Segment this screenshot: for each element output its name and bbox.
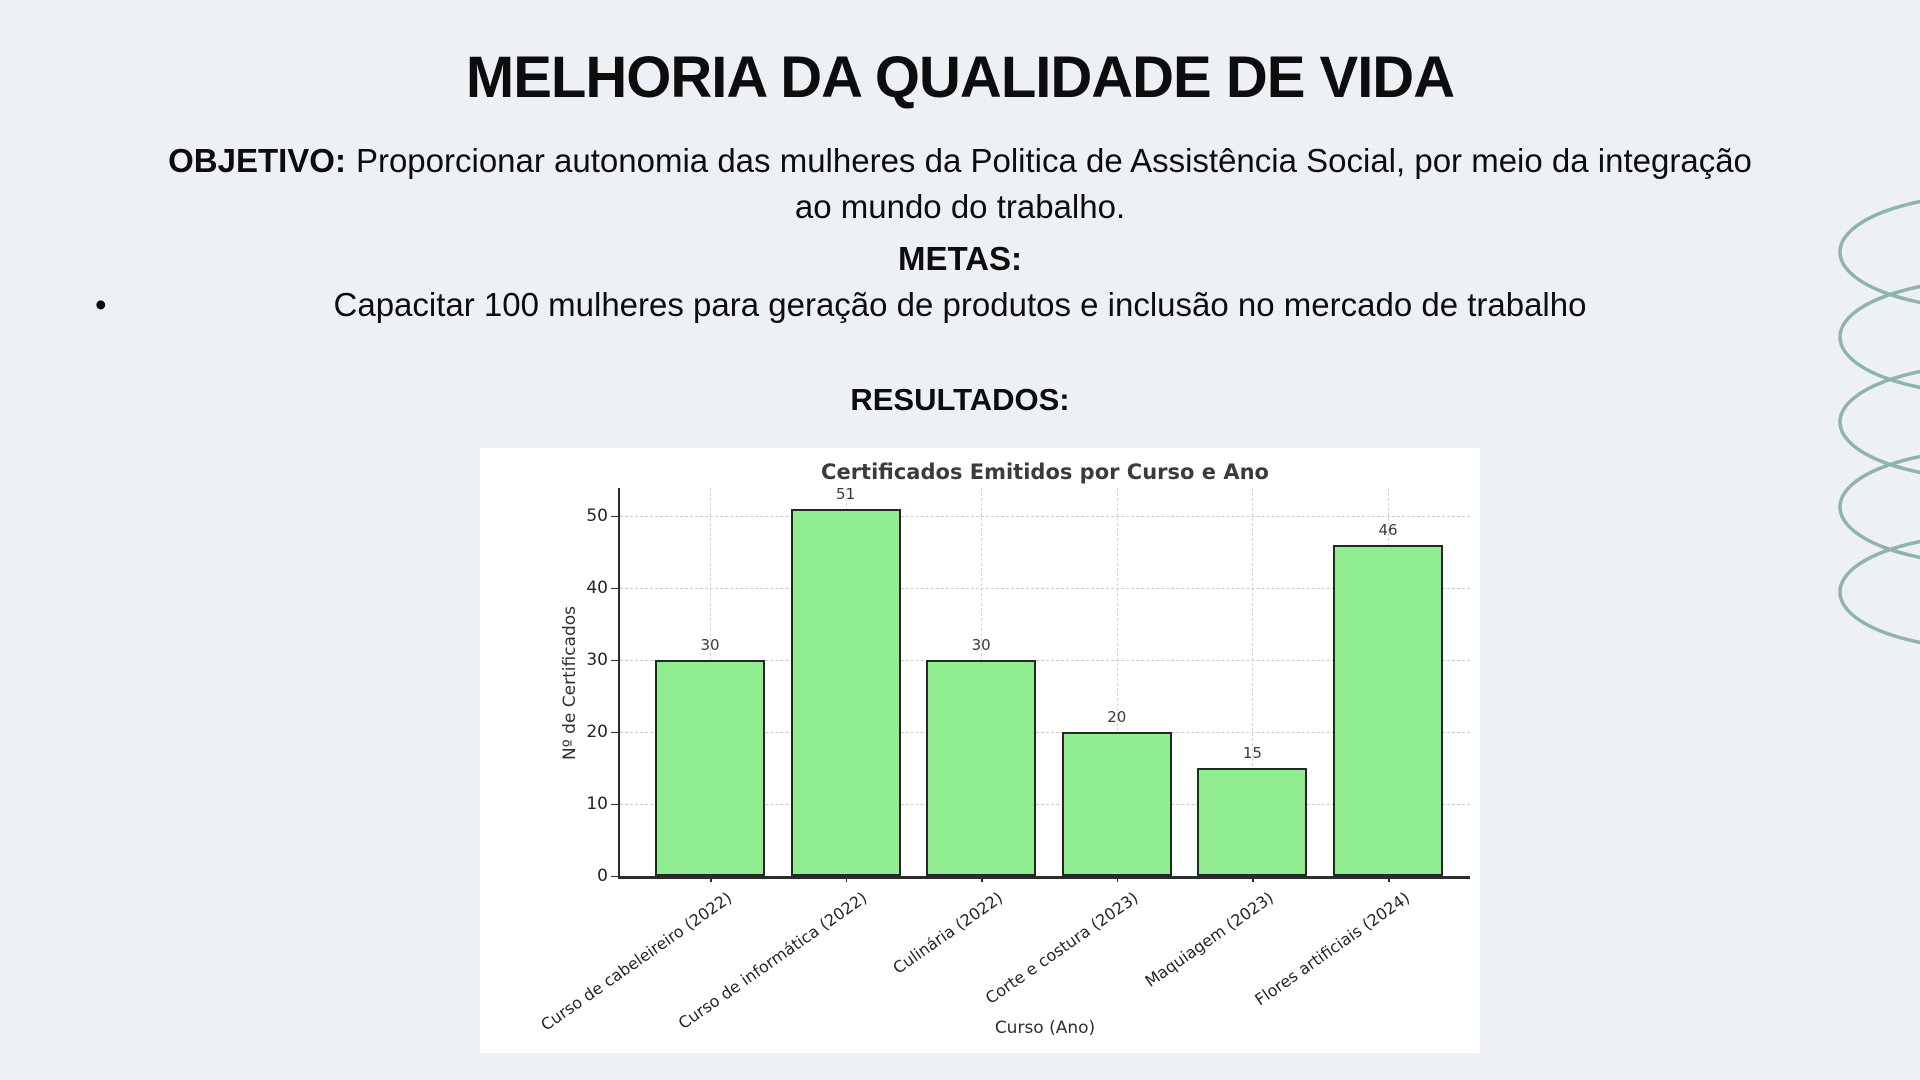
bar [926,660,1037,876]
x-tick-label: Maquiagem (2023) [1141,888,1278,991]
y-tick-label: 0 [597,866,608,886]
x-tick-label: Culinária (2022) [889,888,1007,978]
y-tick-label: 20 [586,722,608,742]
y-tick-label: 50 [586,506,608,526]
x-tick-mark [1252,876,1254,882]
y-tick-label: 30 [586,650,608,670]
meta-bullet-text: Capacitar 100 mulheres para geração de p… [333,286,1587,323]
bullet-marker: • [95,286,107,323]
y-tick-mark [611,515,618,517]
x-tick-label: Corte e costura (2023) [981,888,1142,1008]
h-gridline [620,804,1470,805]
v-gridline [1116,488,1118,876]
bar-value-label: 46 [1378,520,1398,539]
chart-title: Certificados Emitidos por Curso e Ano [821,460,1269,484]
objective-line2: ao mundo do trabalho. [794,188,1126,225]
x-axis-spine [618,876,1470,879]
bar-value-label: 51 [836,484,856,503]
bar [1333,544,1443,876]
x-tick-mark [981,876,983,882]
y-tick-label: 40 [586,578,608,598]
y-tick-mark [611,731,618,733]
y-tick-label: 10 [586,794,608,814]
x-tick-mark [710,876,712,882]
y-tick-mark [611,587,618,589]
slide-title: MELHORIA DA QUALIDADE DE VIDA [465,45,1455,110]
v-gridline [1252,488,1254,876]
results-heading: RESULTADOS: [850,382,1070,417]
x-tick-mark [1116,876,1119,882]
x-tick-mark [1388,876,1390,882]
objective-line1: Proporcionar autonomia das mulheres da P… [355,142,1752,179]
bar-chart: Certificados Emitidos por Curso e Ano Nº… [480,448,1480,1053]
objective-label: OBJETIVO: [168,142,346,179]
y-tick-mark [611,803,618,805]
x-tick-label: Flores artificiais (2024) [1251,888,1413,1010]
h-gridline [620,732,1470,733]
metas-heading: METAS: [897,240,1023,277]
x-axis-label: Curso (Ano) [994,1018,1096,1038]
y-tick-mark [611,875,618,877]
objective-paragraph: OBJETIVO: Proporcionar autonomia das mulh… [30,138,1890,230]
bar-value-label: 20 [1107,708,1127,726]
meta-bullet-item: • Capacitar 100 mulheres para geração de… [0,286,1920,324]
bar [790,508,901,876]
h-gridline [620,660,1470,661]
bar [1197,768,1308,876]
bar [1061,732,1172,876]
y-axis-spine [618,488,620,876]
h-gridline [620,516,1470,517]
y-tick-mark [611,659,618,661]
x-tick-mark [845,876,848,882]
bar-value-label: 15 [1242,744,1262,762]
bar [655,660,765,876]
h-gridline [620,588,1470,589]
bar-value-label: 30 [700,636,720,654]
bar-value-label: 30 [971,636,991,654]
